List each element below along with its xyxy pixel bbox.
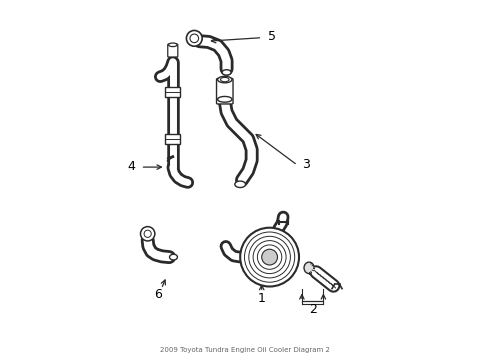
Ellipse shape [217,76,231,83]
FancyBboxPatch shape [216,78,233,104]
Text: 6: 6 [153,288,162,301]
Ellipse shape [304,262,313,274]
Bar [165,87,180,97]
Text: 3: 3 [302,158,309,171]
Circle shape [186,31,202,46]
Ellipse shape [168,43,177,46]
Text: 1: 1 [257,292,265,305]
FancyBboxPatch shape [167,44,178,57]
Ellipse shape [234,181,245,188]
Text: 4: 4 [127,160,135,173]
Ellipse shape [217,96,231,102]
Circle shape [140,226,155,241]
Ellipse shape [222,70,230,75]
Text: 5: 5 [268,30,276,43]
Text: 2: 2 [308,303,316,316]
Text: 2009 Toyota Tundra Engine Oil Cooler Diagram 2: 2009 Toyota Tundra Engine Oil Cooler Dia… [159,347,329,353]
Ellipse shape [169,254,177,260]
Bar [165,134,180,144]
Circle shape [240,228,298,287]
Circle shape [261,249,277,265]
